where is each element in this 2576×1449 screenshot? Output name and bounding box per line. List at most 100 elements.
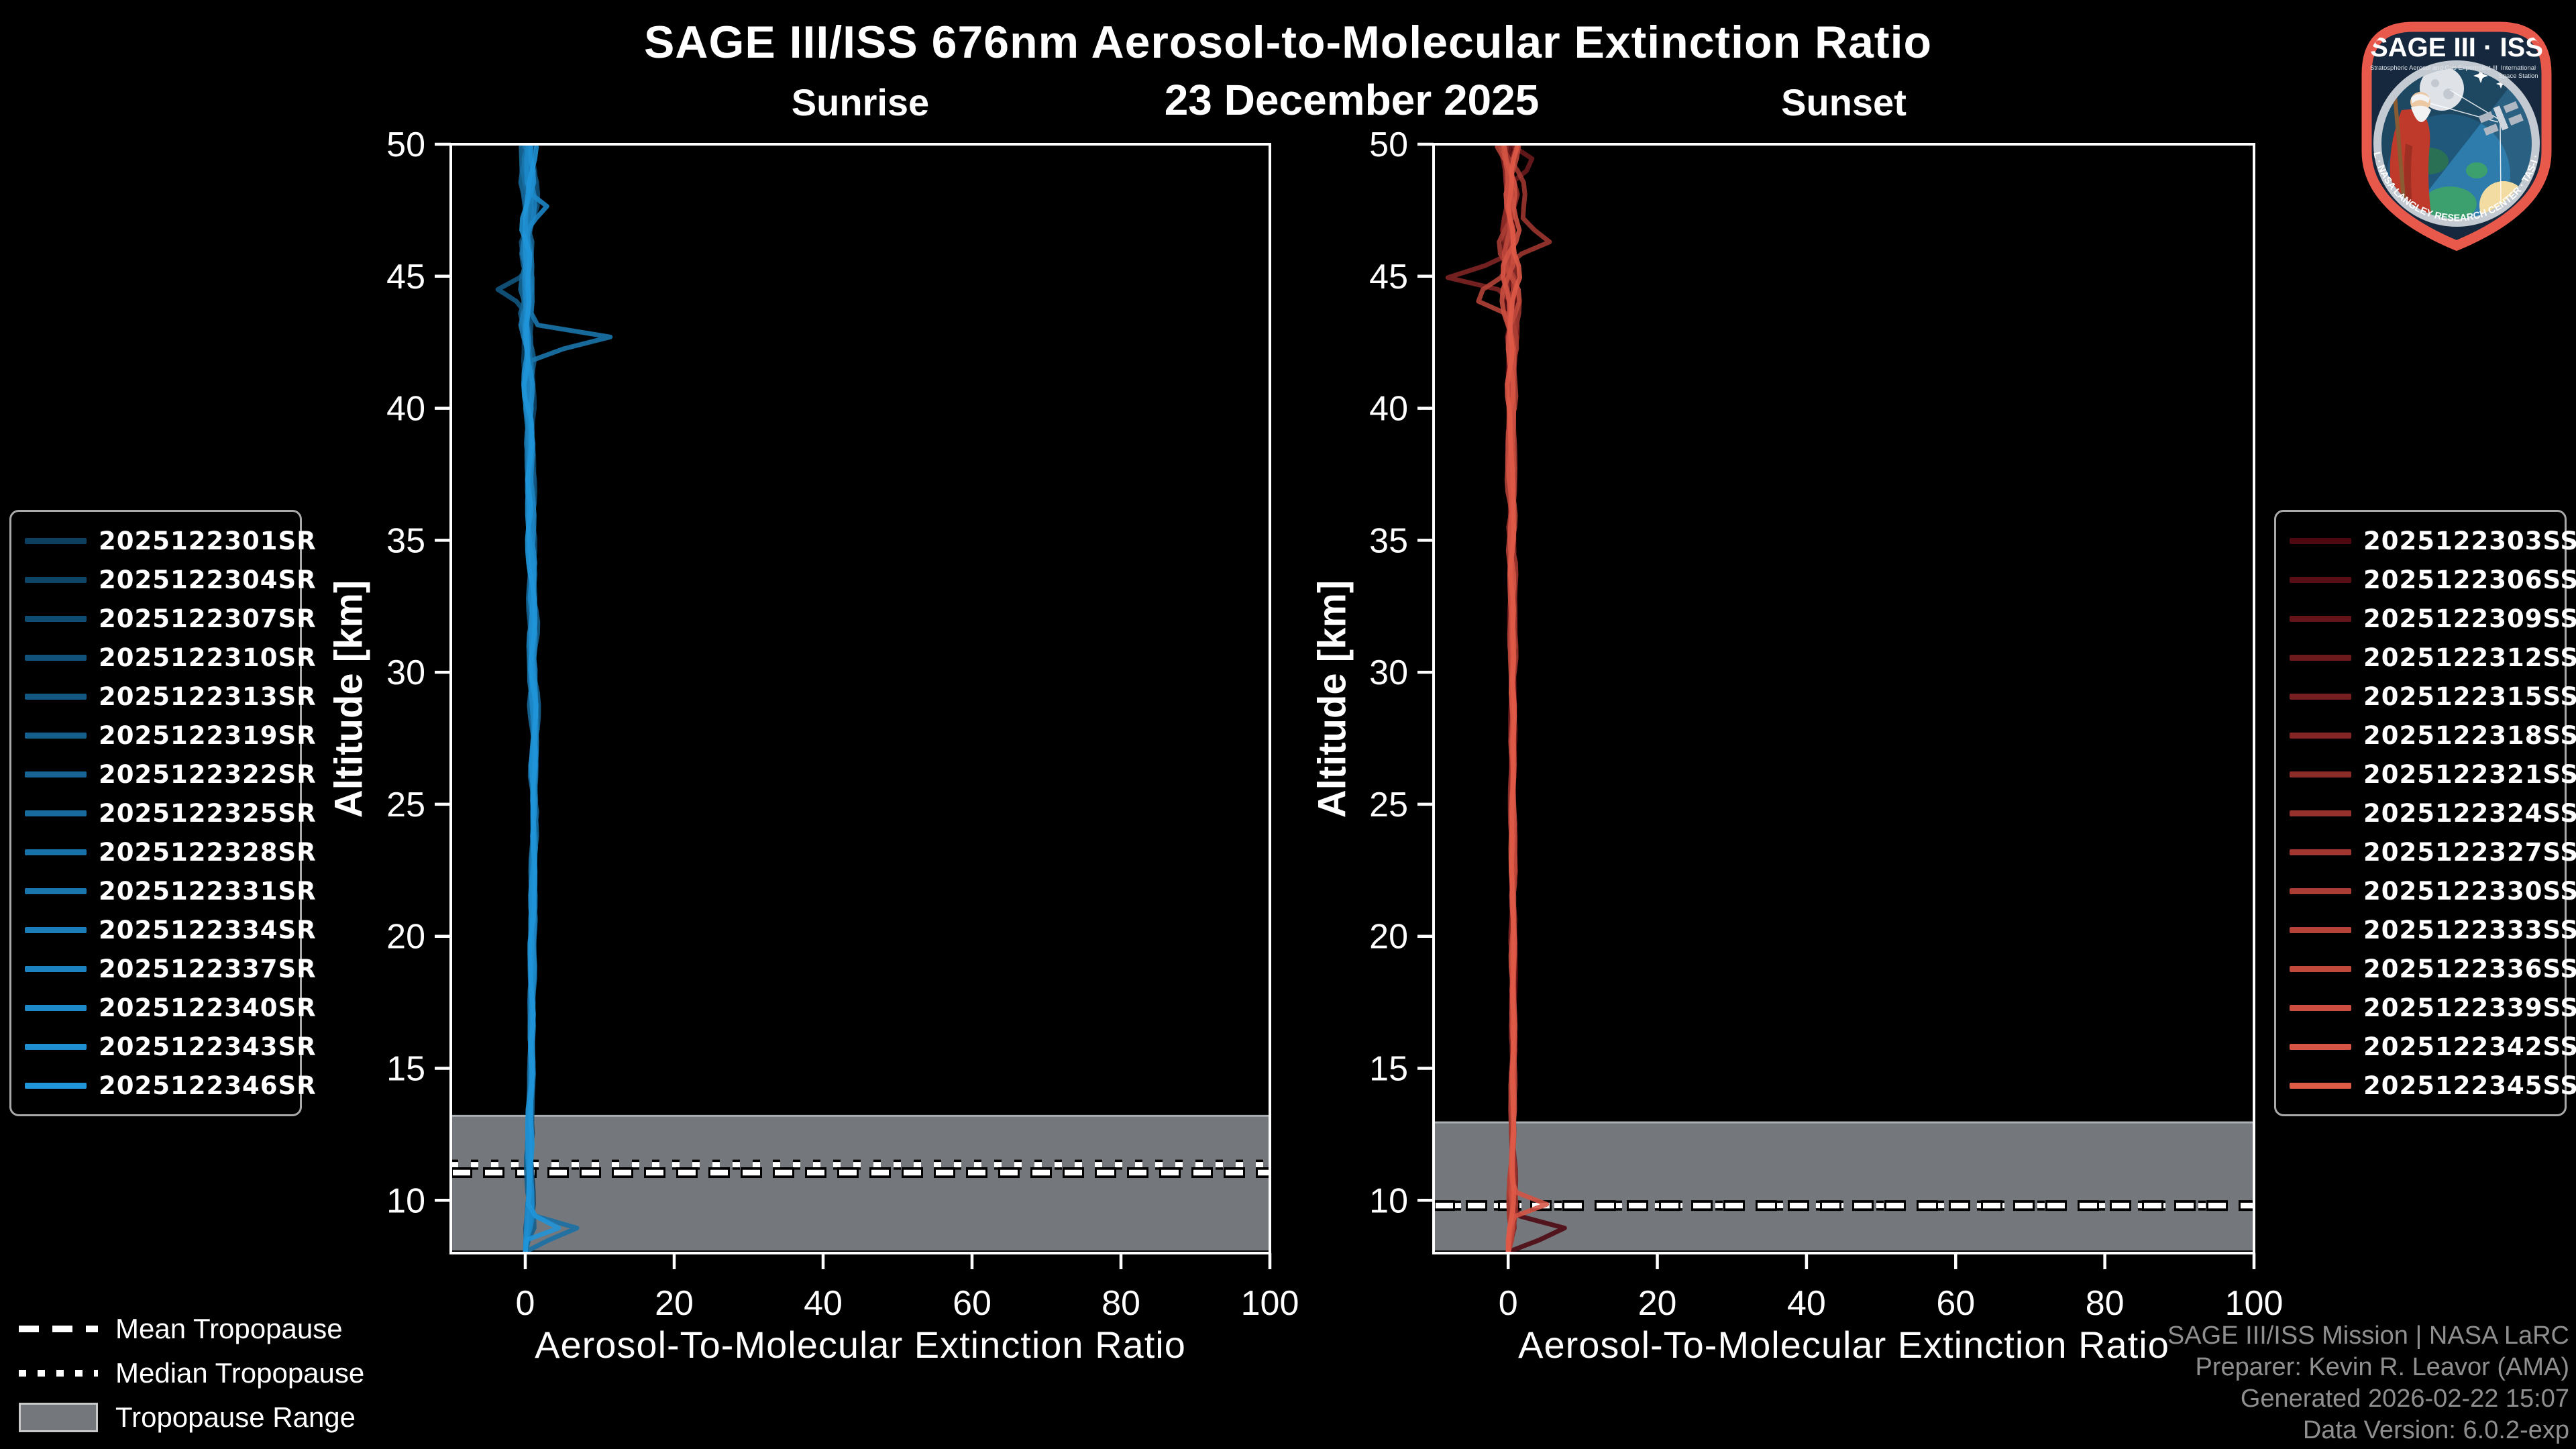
sunset-panel-title: Sunset: [1781, 81, 1907, 123]
legend-item: 2025122327SS: [2282, 833, 2576, 871]
y-tick-label: 50: [1369, 125, 1408, 164]
legend-label: 2025122331SR: [99, 876, 317, 906]
logo-subtitle-right-2: Space Station: [2498, 72, 2538, 80]
sunset-xlabel: Aerosol-To-Molecular Extinction Ratio: [1518, 1324, 2169, 1366]
x-tick-label: 100: [1241, 1284, 1299, 1323]
legend-line-swatch: [25, 537, 87, 544]
dotted-swatch: [19, 1370, 98, 1377]
x-tick-label: 60: [953, 1284, 991, 1323]
legend-line-swatch: [25, 732, 87, 739]
x-tick-label: 20: [1638, 1284, 1677, 1323]
x-tick-label: 40: [804, 1284, 843, 1323]
y-tick-label: 10: [386, 1181, 425, 1220]
legend-item: 2025122315SS: [2282, 677, 2576, 716]
tropopause-legend-item: Tropopause Range: [19, 1395, 364, 1440]
legend-line-swatch: [2290, 810, 2351, 816]
y-tick-label: 20: [1369, 918, 1408, 957]
legend-item: 2025122324SS: [2282, 794, 2576, 833]
y-tick-label: 45: [386, 258, 425, 297]
legend-label: 2025122304SR: [99, 565, 317, 594]
legend-item: 2025122343SR: [17, 1027, 316, 1066]
attribution-line: Data Version: 6.0.2-exp: [2302, 1416, 2569, 1444]
legend-item: 2025122318SS: [2282, 716, 2576, 755]
band-swatch: [19, 1403, 98, 1432]
x-tick-label: 60: [1936, 1284, 1975, 1323]
y-tick-label: 40: [1369, 390, 1408, 429]
legend-line-swatch: [2290, 615, 2351, 622]
legend-item: 2025122345SS: [2282, 1066, 2576, 1105]
legend-label: 2025122324SS: [2363, 798, 2576, 828]
legend-line-swatch: [2290, 654, 2351, 661]
legend-label: 2025122313SR: [99, 682, 317, 711]
legend-item: 2025122330SS: [2282, 871, 2576, 910]
sunrise-xlabel: Aerosol-To-Molecular Extinction Ratio: [535, 1324, 1186, 1366]
y-tick-label: 30: [386, 653, 425, 692]
y-tick-label: 35: [1369, 521, 1408, 560]
legend-label: 2025122343SR: [99, 1032, 317, 1061]
legend-line-swatch: [2290, 537, 2351, 544]
tropopause-range-band: [451, 1116, 1270, 1251]
legend-label: 2025122333SS: [2363, 915, 2576, 945]
sunrise-legend: 2025122301SR 2025122304SR 2025122307SR 2025…: [9, 510, 316, 1116]
legend-label: 2025122327SS: [2363, 837, 2576, 867]
y-tick-label: 50: [386, 125, 425, 164]
legend-line-swatch: [2290, 849, 2351, 855]
legend-line-swatch: [25, 926, 87, 933]
legend-item: 2025122306SS: [2282, 560, 2576, 599]
legend-label: 2025122321SS: [2363, 759, 2576, 789]
logo-star-icon: [2473, 68, 2488, 83]
legend-label: 2025122303SS: [2363, 526, 2576, 555]
legend-label: 2025122318SS: [2363, 720, 2576, 750]
dashed-swatch: [19, 1326, 98, 1332]
tropopause-legend-label: Median Tropopause: [115, 1357, 365, 1389]
legend-label: 2025122334SR: [99, 915, 317, 945]
legend-line-swatch: [2290, 926, 2351, 933]
legend-label: 2025122322SR: [99, 759, 317, 789]
legend-label: 2025122339SS: [2363, 993, 2576, 1022]
tropopause-legend-item: Median Tropopause: [19, 1351, 364, 1395]
legend-label: 2025122310SR: [99, 643, 317, 672]
legend-item: 2025122313SR: [17, 677, 316, 716]
legend-line-swatch: [2290, 965, 2351, 972]
profile-line-2025122345SS: [1505, 144, 1523, 1253]
x-tick-label: 40: [1787, 1284, 1826, 1323]
legend-item: 2025122337SR: [17, 949, 316, 988]
legend-label: 2025122342SS: [2363, 1032, 2576, 1061]
legend-item: 2025122336SS: [2282, 949, 2576, 988]
legend-label: 2025122301SR: [99, 526, 317, 555]
legend-line-swatch: [2290, 771, 2351, 777]
x-tick-label: 100: [2225, 1284, 2284, 1323]
y-tick-label: 25: [1369, 786, 1408, 824]
legend-line-swatch: [25, 1082, 87, 1089]
legend-item: 2025122321SS: [2282, 755, 2576, 794]
logo-title: SAGE III · ISS: [2370, 33, 2543, 62]
legend-label: 2025122307SR: [99, 604, 317, 633]
y-tick-label: 45: [1369, 258, 1408, 297]
legend-item: 2025122310SR: [17, 638, 316, 677]
legend-label: 2025122330SS: [2363, 876, 2576, 906]
legend-item: 2025122325SR: [17, 794, 316, 833]
y-tick-label: 35: [386, 521, 425, 560]
legend-line-swatch: [2290, 693, 2351, 700]
legend-item: 2025122322SR: [17, 755, 316, 794]
legend-line-swatch: [25, 693, 87, 700]
legend-item: 2025122319SR: [17, 716, 316, 755]
legend-line-swatch: [2290, 1004, 2351, 1011]
legend-line-swatch: [25, 810, 87, 816]
legend-label: 2025122309SS: [2363, 604, 2576, 633]
y-tick-label: 40: [386, 390, 425, 429]
legend-item: 2025122334SR: [17, 910, 316, 949]
legend-label: 2025122325SR: [99, 798, 317, 828]
legend-line-swatch: [2290, 576, 2351, 583]
legend-item: 2025122342SS: [2282, 1027, 2576, 1066]
legend-line-swatch: [2290, 888, 2351, 894]
legend-label: 2025122315SS: [2363, 682, 2576, 711]
legend-item: 2025122339SS: [2282, 988, 2576, 1027]
tropopause-legend-label: Mean Tropopause: [115, 1313, 343, 1344]
sunset-curves: [1445, 144, 1567, 1253]
x-tick-label: 80: [1102, 1284, 1140, 1323]
x-tick-label: 0: [516, 1284, 535, 1323]
legend-item: 2025122340SR: [17, 988, 316, 1027]
legend-line-swatch: [2290, 1043, 2351, 1050]
